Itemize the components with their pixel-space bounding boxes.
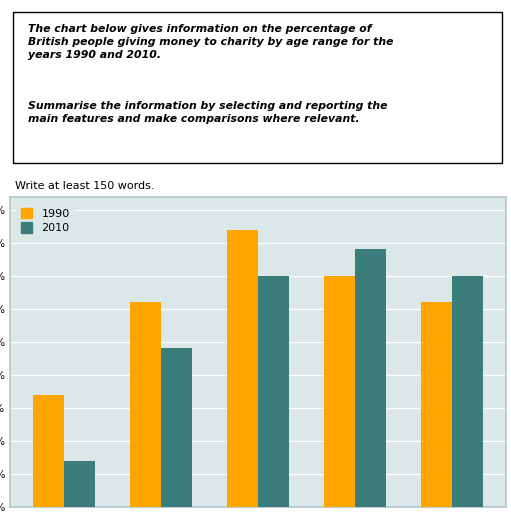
- FancyBboxPatch shape: [13, 12, 502, 163]
- Legend: 1990, 2010: 1990, 2010: [16, 202, 75, 239]
- Bar: [130, 302, 161, 507]
- Bar: [452, 276, 483, 507]
- Bar: [33, 395, 64, 507]
- Bar: [258, 276, 289, 507]
- Bar: [64, 461, 95, 507]
- Bar: [421, 302, 452, 507]
- Text: Summarise the information by selecting and reporting the
main features and make : Summarise the information by selecting a…: [28, 101, 387, 124]
- Bar: [161, 348, 192, 507]
- Bar: [355, 249, 386, 507]
- Bar: [324, 276, 355, 507]
- Text: The chart below gives information on the percentage of
British people giving mon: The chart below gives information on the…: [28, 24, 393, 60]
- Text: Write at least 150 words.: Write at least 150 words.: [15, 181, 155, 190]
- Bar: [227, 229, 258, 507]
